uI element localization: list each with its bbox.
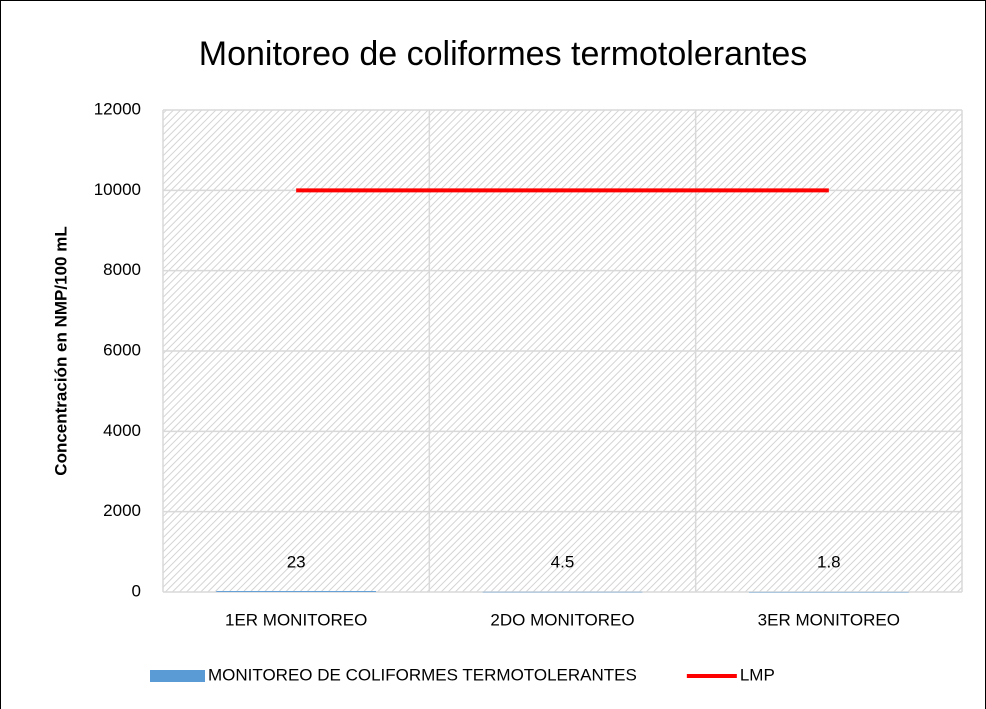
x-tick-label: 2DO MONITOREO — [490, 610, 634, 629]
bar — [748, 591, 909, 593]
y-tick-label: 0 — [132, 581, 141, 600]
y-tick-label: 4000 — [103, 421, 141, 440]
chart-title: Monitoreo de coliformes termotolerantes — [199, 35, 808, 73]
y-tick-label: 12000 — [94, 99, 141, 118]
bar — [482, 591, 643, 593]
y-tick-label: 10000 — [94, 180, 141, 199]
data-label: 23 — [287, 552, 306, 571]
y-axis-label: Concentración en NMP/100 mL — [51, 226, 70, 475]
legend-label: LMP — [740, 665, 775, 684]
data-label: 4.5 — [551, 552, 575, 571]
data-label: 1.8 — [817, 552, 841, 571]
legend-swatch — [150, 670, 205, 682]
legend-label: MONITOREO DE COLIFORMES TERMOTOLERANTES — [208, 665, 637, 684]
bar — [216, 591, 377, 592]
y-tick-label: 8000 — [103, 260, 141, 279]
y-tick-label: 6000 — [103, 340, 141, 359]
x-tick-label: 3ER MONITOREO — [758, 610, 900, 629]
y-tick-label: 2000 — [103, 501, 141, 520]
x-tick-label: 1ER MONITOREO — [225, 610, 367, 629]
